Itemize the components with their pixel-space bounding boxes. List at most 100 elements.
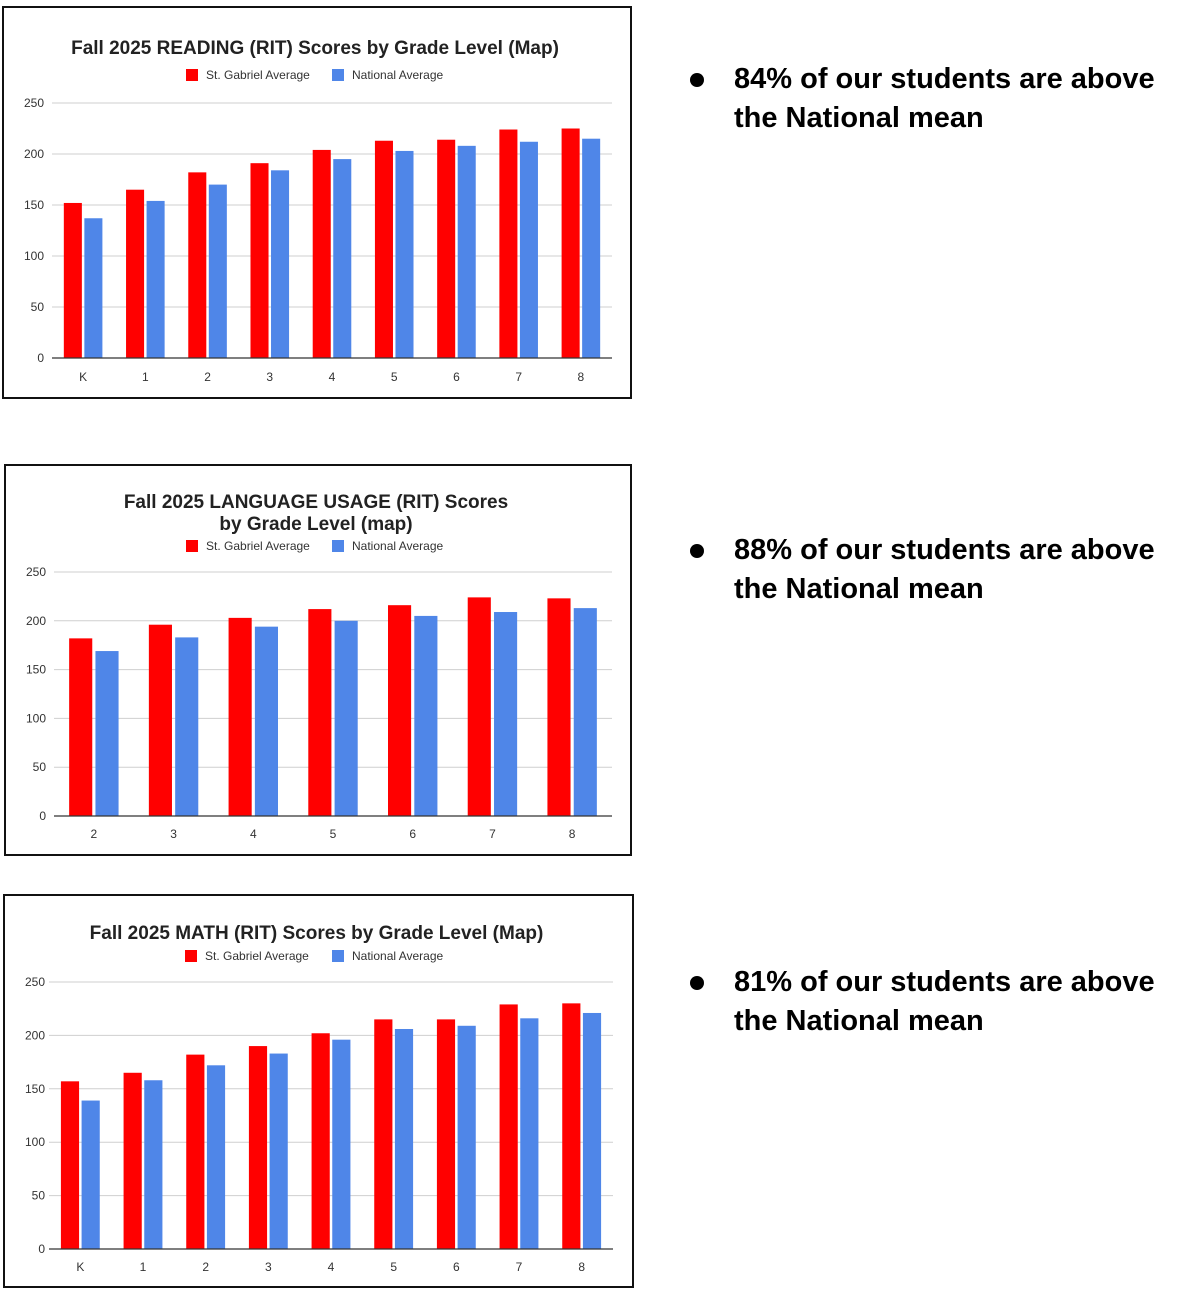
bar-national: National Average 4: 195 [333, 159, 352, 358]
legend-label: National Average [352, 949, 444, 963]
chart-title-line: Fall 2025 MATH (RIT) Scores by Grade Lev… [90, 923, 544, 944]
bar-national: National Average 8: 221 [582, 1012, 602, 1249]
bar-st-gabriel: St. Gabriel Average K: 157 [60, 1081, 80, 1249]
bar-st-gabriel: St. Gabriel Average 4: 202 [311, 1033, 330, 1249]
x-tick-label: 6 [453, 370, 460, 384]
bar-national: National Average 8: 215 [582, 138, 601, 358]
bar-st-gabriel: St. Gabriel Average 3: 196 [148, 624, 172, 816]
legend-swatch [186, 540, 198, 552]
bar-st-gabriel: St. Gabriel Average 8: 223 [547, 598, 571, 816]
bar-st-gabriel: St. Gabriel Average 7: 224 [499, 129, 518, 358]
bar-st-gabriel: St. Gabriel Average 2: 182 [188, 172, 207, 358]
legend-label: St. Gabriel Average [206, 539, 310, 553]
bar-national: National Average 5: 203 [395, 150, 414, 358]
legend-label: St. Gabriel Average [205, 949, 309, 963]
x-tick-label: 4 [250, 827, 257, 841]
x-tick-label: 7 [515, 370, 522, 384]
bar-st-gabriel: St. Gabriel Average 3: 190 [248, 1046, 268, 1249]
y-tick-label: 250 [25, 975, 45, 989]
x-tick-label: 4 [329, 370, 336, 384]
chart-title: Fall 2025 MATH (RIT) Scores by Grade Lev… [90, 923, 544, 944]
x-tick-label: 2 [91, 827, 98, 841]
bar-st-gabriel: St. Gabriel Average 5: 212 [308, 609, 332, 816]
bar-national: National Average 2: 170 [208, 184, 227, 358]
bar-national: National Average 3: 184 [271, 170, 290, 358]
reading-note: 84% of our students are above the Nation… [690, 60, 1190, 140]
bar-national: National Average 6: 208 [457, 145, 476, 358]
x-tick-label: 3 [266, 370, 273, 384]
bar-national: National Average 7: 212 [519, 141, 538, 358]
x-tick-label: 2 [202, 1260, 209, 1274]
bullet-icon [690, 544, 704, 558]
math-note-line-2: the National mean [734, 1005, 984, 1037]
x-tick-label: 1 [142, 370, 149, 384]
x-tick-label: 4 [328, 1260, 335, 1274]
chart-svg: Fall 2025 READING (RIT) Scores by Grade … [24, 38, 612, 384]
y-tick-label: 200 [25, 1028, 45, 1042]
bar-st-gabriel: St. Gabriel Average 1: 165 [123, 1072, 142, 1249]
bar-national: National Average 8: 213 [573, 608, 597, 816]
bar-national: National Average 3: 183 [175, 637, 199, 816]
x-tick-label: 7 [516, 1260, 523, 1274]
language-usage-note: 88% of our students are above the Nation… [690, 531, 1190, 611]
legend-swatch [332, 540, 344, 552]
bar-national: National Average 3: 183 [269, 1053, 288, 1249]
y-tick-label: 200 [24, 147, 44, 161]
bar-st-gabriel: St. Gabriel Average 1: 165 [126, 189, 145, 358]
chart-svg: Fall 2025 MATH (RIT) Scores by Grade Lev… [25, 923, 613, 1274]
chart-title-line: Fall 2025 LANGUAGE USAGE (RIT) Scores [124, 492, 508, 513]
y-tick-label: 200 [26, 614, 46, 628]
bar-st-gabriel: St. Gabriel Average 2: 182 [186, 1054, 205, 1249]
bar-st-gabriel: St. Gabriel Average 4: 203 [228, 617, 252, 816]
x-tick-label: 1 [140, 1260, 147, 1274]
language-usage-chart: Fall 2025 LANGUAGE USAGE (RIT) Scores by … [4, 464, 632, 856]
x-tick-label: K [76, 1260, 84, 1274]
chart-title: Fall 2025 READING (RIT) Scores by Grade … [71, 38, 559, 59]
language-usage-note-line-2: the National mean [734, 573, 984, 605]
y-tick-label: 150 [25, 1082, 45, 1096]
bar-st-gabriel: St. Gabriel Average 7: 224 [467, 597, 491, 816]
chart-title-line: by Grade Level (map) [219, 514, 412, 535]
legend-label: St. Gabriel Average [206, 68, 310, 82]
x-tick-label: 2 [204, 370, 211, 384]
legend-label: National Average [352, 539, 444, 553]
y-tick-label: 100 [24, 249, 44, 263]
legend-swatch [185, 950, 197, 962]
y-tick-label: 150 [26, 663, 46, 677]
bar-national: National Average 6: 205 [414, 615, 438, 816]
math-note: 81% of our students are above the Nation… [690, 963, 1190, 1043]
bar-national: National Average K: 139 [81, 1100, 100, 1249]
y-tick-label: 50 [32, 1189, 46, 1203]
y-tick-label: 0 [37, 351, 44, 365]
y-tick-label: 250 [24, 96, 44, 110]
y-tick-label: 100 [25, 1135, 45, 1149]
legend-swatch [186, 69, 198, 81]
y-tick-label: 250 [26, 565, 46, 579]
bar-st-gabriel: St. Gabriel Average 6: 216 [388, 605, 412, 816]
y-tick-label: 50 [33, 760, 47, 774]
x-tick-label: 8 [578, 370, 585, 384]
chart-title: Fall 2025 LANGUAGE USAGE (RIT) Scoresby … [124, 492, 508, 535]
x-tick-label: 5 [391, 370, 398, 384]
x-tick-label: 7 [489, 827, 496, 841]
x-tick-label: 6 [453, 1260, 460, 1274]
bar-national: National Average 2: 169 [95, 651, 119, 816]
bar-st-gabriel: St. Gabriel Average 5: 213 [374, 140, 393, 358]
x-tick-label: 3 [170, 827, 177, 841]
bar-st-gabriel: St. Gabriel Average 3: 191 [250, 163, 269, 358]
reading-chart: Fall 2025 READING (RIT) Scores by Grade … [2, 6, 632, 399]
reading-note-line-1: 84% of our students are above [734, 63, 1155, 95]
x-tick-label: 5 [390, 1260, 397, 1274]
y-tick-label: 0 [39, 809, 46, 823]
bar-st-gabriel: St. Gabriel Average 6: 215 [436, 1019, 456, 1249]
math-chart: Fall 2025 MATH (RIT) Scores by Grade Lev… [3, 894, 634, 1288]
legend-swatch [332, 69, 344, 81]
legend-label: National Average [352, 68, 444, 82]
x-tick-label: 6 [409, 827, 416, 841]
bar-national: National Average 5: 200 [334, 620, 358, 816]
x-tick-label: 3 [265, 1260, 272, 1274]
y-tick-label: 100 [26, 711, 46, 725]
y-tick-label: 50 [31, 300, 45, 314]
y-tick-label: 0 [38, 1242, 45, 1256]
bar-national: National Average 7: 216 [520, 1018, 539, 1249]
